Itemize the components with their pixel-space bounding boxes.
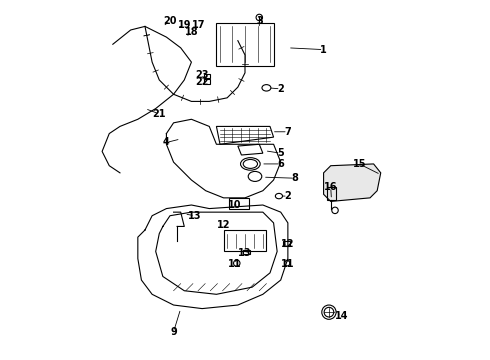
Bar (327, 187, 336, 200)
Polygon shape (323, 164, 381, 202)
Text: 2: 2 (285, 191, 291, 201)
Bar (203, 79, 210, 84)
Text: 6: 6 (277, 159, 284, 169)
Text: 8: 8 (292, 173, 298, 183)
Text: 10: 10 (227, 200, 241, 210)
Text: 9: 9 (170, 327, 177, 337)
Text: 19: 19 (177, 19, 191, 30)
Text: 22: 22 (196, 77, 209, 87)
Text: 12: 12 (281, 239, 294, 249)
Bar (217, 23, 273, 66)
Text: 14: 14 (335, 311, 348, 321)
Text: 13: 13 (238, 248, 252, 258)
Text: 11: 11 (227, 259, 241, 269)
Bar (203, 73, 210, 78)
Text: 1: 1 (320, 45, 327, 55)
Text: 17: 17 (192, 19, 205, 30)
Text: 5: 5 (277, 148, 284, 158)
Text: 3: 3 (256, 16, 263, 26)
Text: 18: 18 (185, 27, 198, 37)
Text: 13: 13 (188, 211, 202, 221)
Text: 20: 20 (163, 16, 177, 26)
Text: 12: 12 (217, 220, 230, 230)
Bar (223, 230, 267, 251)
Text: 2: 2 (277, 84, 284, 94)
Text: 11: 11 (281, 259, 294, 269)
Text: 4: 4 (163, 138, 170, 148)
Bar (283, 241, 290, 246)
Text: 7: 7 (285, 127, 291, 137)
Text: 23: 23 (196, 69, 209, 80)
Text: 21: 21 (152, 109, 166, 119)
Bar (229, 198, 248, 208)
Bar (243, 249, 249, 254)
Text: 16: 16 (324, 182, 338, 192)
Text: 15: 15 (353, 159, 366, 169)
